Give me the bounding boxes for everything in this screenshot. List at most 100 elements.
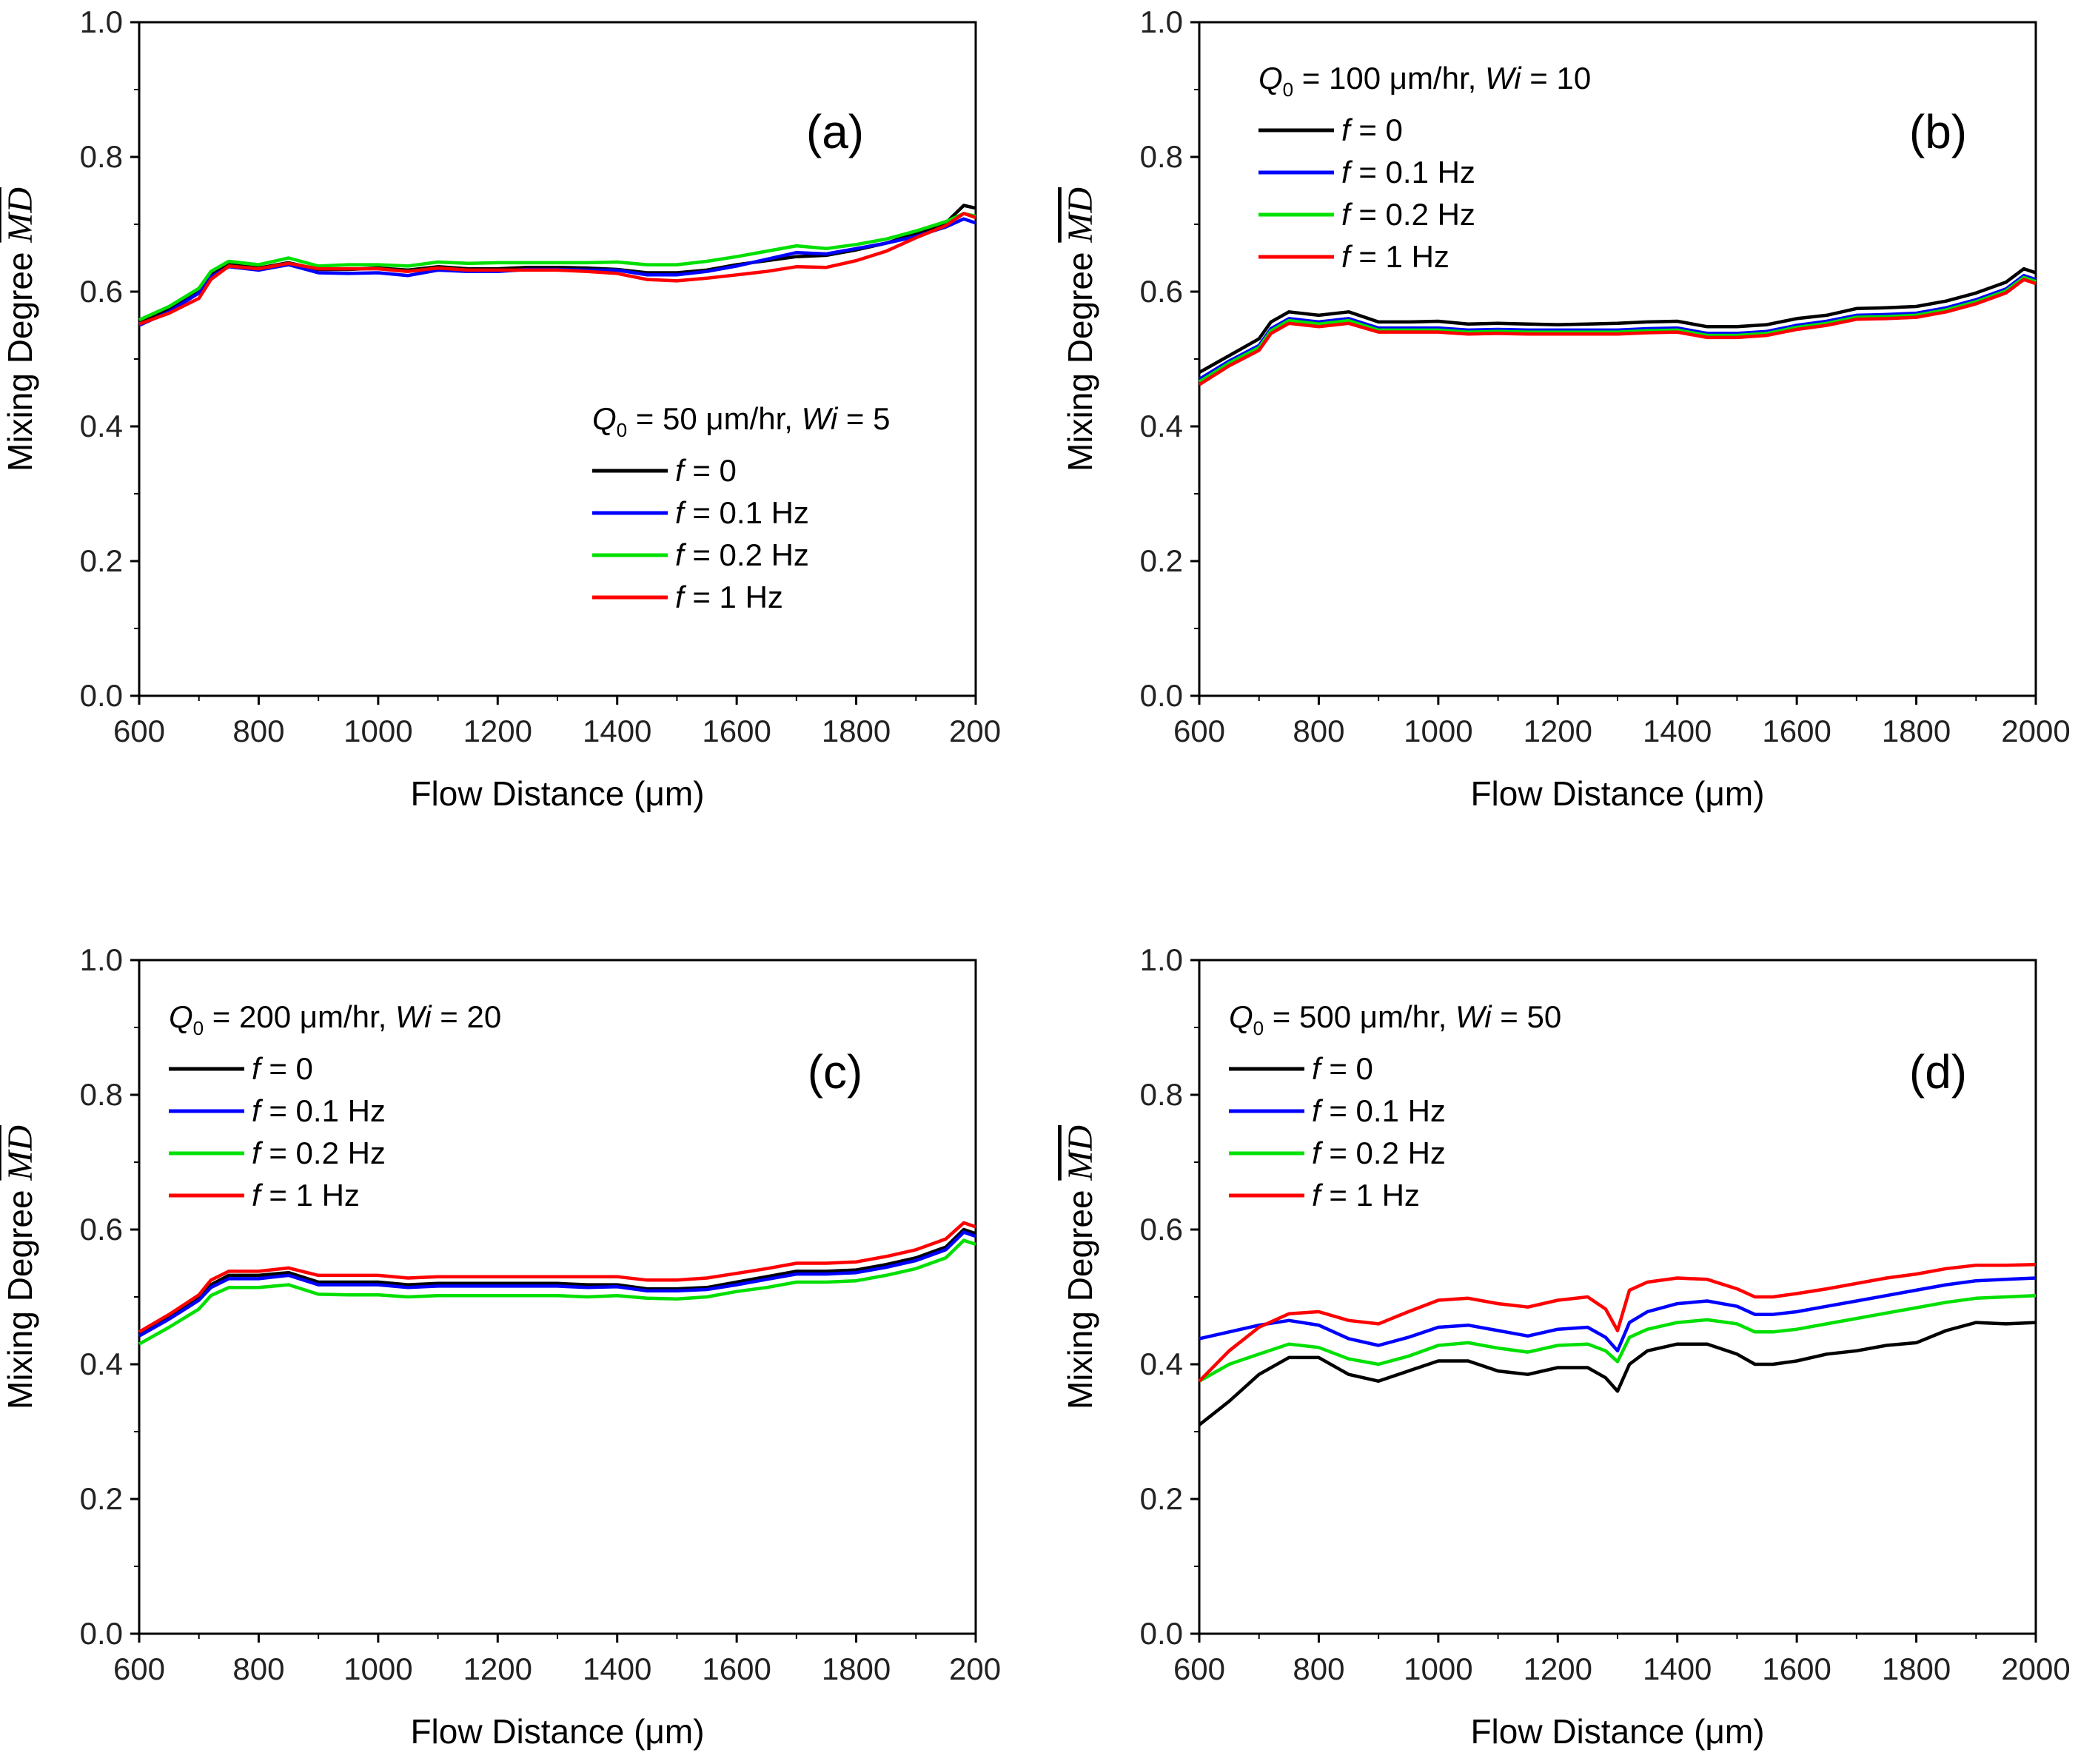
legend-entry-0: f = 0 xyxy=(1312,1051,1373,1086)
panel-c: 0.0 0.2 0.4 0.6 0.8 1.0 600 800 1000 1200 1400 1600… xyxy=(1,942,1001,1751)
legend-q-value: = 200 μm/hr, xyxy=(204,999,395,1034)
legend-entry-2: f = 0.2 Hz xyxy=(675,537,809,572)
x-tick-label: 800 xyxy=(232,714,284,748)
series-line-3 xyxy=(138,212,976,326)
series-line-0 xyxy=(138,1227,976,1335)
legend-f-value: = 1 Hz xyxy=(684,580,783,614)
y-tick-label: 0.4 xyxy=(80,409,123,443)
legend-entry-3: f = 1 Hz xyxy=(675,580,783,614)
series-line-0 xyxy=(1198,1321,2037,1426)
legend-f-value: = 0.1 Hz xyxy=(1350,155,1475,190)
y-tick-label: 1.0 xyxy=(80,942,123,977)
legend-entry-2: f = 0.2 Hz xyxy=(1312,1136,1446,1170)
legend-entry-3: f = 1 Hz xyxy=(252,1178,360,1213)
x-tick-label: 1000 xyxy=(1404,1651,1472,1686)
legend-f-value: = 0 xyxy=(684,453,737,488)
legend-title: Q0 = 50 μm/hr, Wi = 5 xyxy=(592,401,890,441)
y-axis-label-text: Mixing Degree xyxy=(1061,1181,1099,1409)
x-tick-label: 1600 xyxy=(1762,714,1831,748)
legend-f-value: = 1 Hz xyxy=(1350,239,1449,274)
panel-tag: (d) xyxy=(1909,1045,1967,1099)
y-tick-label: 0.4 xyxy=(1140,409,1183,443)
y-tick-label: 0.2 xyxy=(1140,1481,1183,1516)
x-tick-label: 200 xyxy=(949,714,1001,748)
x-tick-label: 2000 xyxy=(2001,714,2070,748)
legend-f-value: = 0.1 Hz xyxy=(1321,1093,1446,1128)
x-tick-label: 800 xyxy=(1293,714,1344,748)
y-tick-label: 0.6 xyxy=(1140,1212,1183,1247)
series-line-1 xyxy=(1199,1276,2037,1353)
legend-entry-3: f = 1 Hz xyxy=(1312,1178,1420,1213)
x-axis-label-close: ) xyxy=(1753,774,1764,813)
x-tick-label: 2000 xyxy=(2001,1651,2070,1686)
legend-entry-0: f = 0 xyxy=(252,1051,313,1086)
y-axis-label-symbol: MD xyxy=(1,187,40,244)
x-tick-label: 1600 xyxy=(1762,1651,1831,1686)
legend-f-value: = 0.2 Hz xyxy=(684,537,809,572)
legend-f-value: = 0 xyxy=(261,1051,313,1086)
x-axis-label-text: Flow Distance ( xyxy=(1470,774,1706,813)
legend-f-value: = 1 Hz xyxy=(261,1178,360,1213)
series-line-2 xyxy=(138,1238,976,1346)
legend-f-value: = 0 xyxy=(1350,113,1403,147)
legend-q-value: = 100 μm/hr, xyxy=(1293,61,1485,95)
legend-wi-symbol: Wi xyxy=(802,401,839,436)
series-line-1 xyxy=(138,217,976,327)
legend-q-symbol: Q xyxy=(592,401,617,436)
x-axis-label: Flow Distance (μm) xyxy=(410,1712,704,1751)
y-tick-label: 0.6 xyxy=(1140,274,1183,309)
legend: Q0 = 100 μm/hr, Wi = 10 f = 0 f = 0.1 Hz f … xyxy=(1258,61,1591,274)
legend-wi-symbol: Wi xyxy=(395,999,432,1034)
x-axis-label: Flow Distance (μm) xyxy=(1470,1712,1764,1751)
x-tick-label: 600 xyxy=(113,714,165,748)
y-tick-label: 0.0 xyxy=(80,678,123,713)
y-tick-label: 0.8 xyxy=(80,139,123,174)
x-tick-label: 600 xyxy=(1173,1651,1225,1686)
legend: Q0 = 500 μm/hr, Wi = 50 f = 0 f = 0.1 Hz f … xyxy=(1229,999,1561,1213)
legend-wi-symbol: Wi xyxy=(1485,61,1522,95)
legend-entry-1: f = 0.1 Hz xyxy=(1341,155,1475,190)
y-tick-label: 1.0 xyxy=(1140,942,1183,977)
x-axis-label: Flow Distance (μm) xyxy=(1470,774,1764,813)
series-line-2 xyxy=(1198,275,2037,383)
y-tick-label: 0.8 xyxy=(80,1077,123,1112)
panel-tag: (c) xyxy=(808,1045,863,1099)
y-axis-label: Mixing Degree MD xyxy=(1061,187,1100,472)
legend-wi-value: = 5 xyxy=(837,401,890,436)
legend-f-value: = 0 xyxy=(1321,1051,1373,1086)
series-line-1 xyxy=(1198,273,2037,381)
legend-q-symbol: Q xyxy=(1258,61,1283,95)
x-tick-label: 800 xyxy=(1293,1651,1344,1686)
x-axis-label-close: ) xyxy=(1753,1712,1764,1751)
legend-entry-3: f = 1 Hz xyxy=(1341,239,1449,274)
x-tick-label: 1400 xyxy=(583,1651,651,1686)
legend-entry-1: f = 0.1 Hz xyxy=(252,1093,386,1128)
x-tick-label: 1800 xyxy=(822,1651,891,1686)
legend-wi-value: = 50 xyxy=(1492,999,1562,1034)
y-tick-label: 0.8 xyxy=(1140,1077,1183,1112)
x-axis-label-text: Flow Distance ( xyxy=(1470,1712,1706,1751)
y-axis-label: Mixing Degree MD xyxy=(1061,1125,1100,1409)
series-line-2 xyxy=(1198,1293,2037,1383)
y-tick-label: 0.0 xyxy=(1140,1616,1183,1651)
x-tick-label: 1400 xyxy=(1643,1651,1712,1686)
panel-tag: (b) xyxy=(1909,105,1967,158)
series-line-3 xyxy=(1198,278,2037,386)
legend-f-value: = 0.2 Hz xyxy=(1350,197,1475,232)
x-tick-label: 1000 xyxy=(343,1651,412,1686)
y-tick-label: 0.0 xyxy=(1140,678,1183,713)
legend-title: Q0 = 500 μm/hr, Wi = 50 xyxy=(1229,999,1561,1039)
x-tick-label: 1800 xyxy=(822,714,891,748)
x-tick-label: 200 xyxy=(949,1651,1001,1686)
series-line-1 xyxy=(138,1230,976,1338)
x-axis-label-text: Flow Distance ( xyxy=(410,774,646,813)
x-axis-label-unit: μm xyxy=(1705,1712,1753,1751)
legend-q-symbol: Q xyxy=(169,999,193,1034)
panel-b: 0.0 0.2 0.4 0.6 0.8 1.0 600 800 1000 1200 1400 1600… xyxy=(1061,4,2071,813)
y-tick-label: 1.0 xyxy=(80,4,123,39)
legend-q-subscript: 0 xyxy=(1283,78,1293,101)
x-axis-label-unit: μm xyxy=(645,774,693,813)
x-tick-label: 1600 xyxy=(702,1651,771,1686)
x-tick-label: 600 xyxy=(113,1651,165,1686)
legend-wi-value: = 10 xyxy=(1521,61,1592,95)
